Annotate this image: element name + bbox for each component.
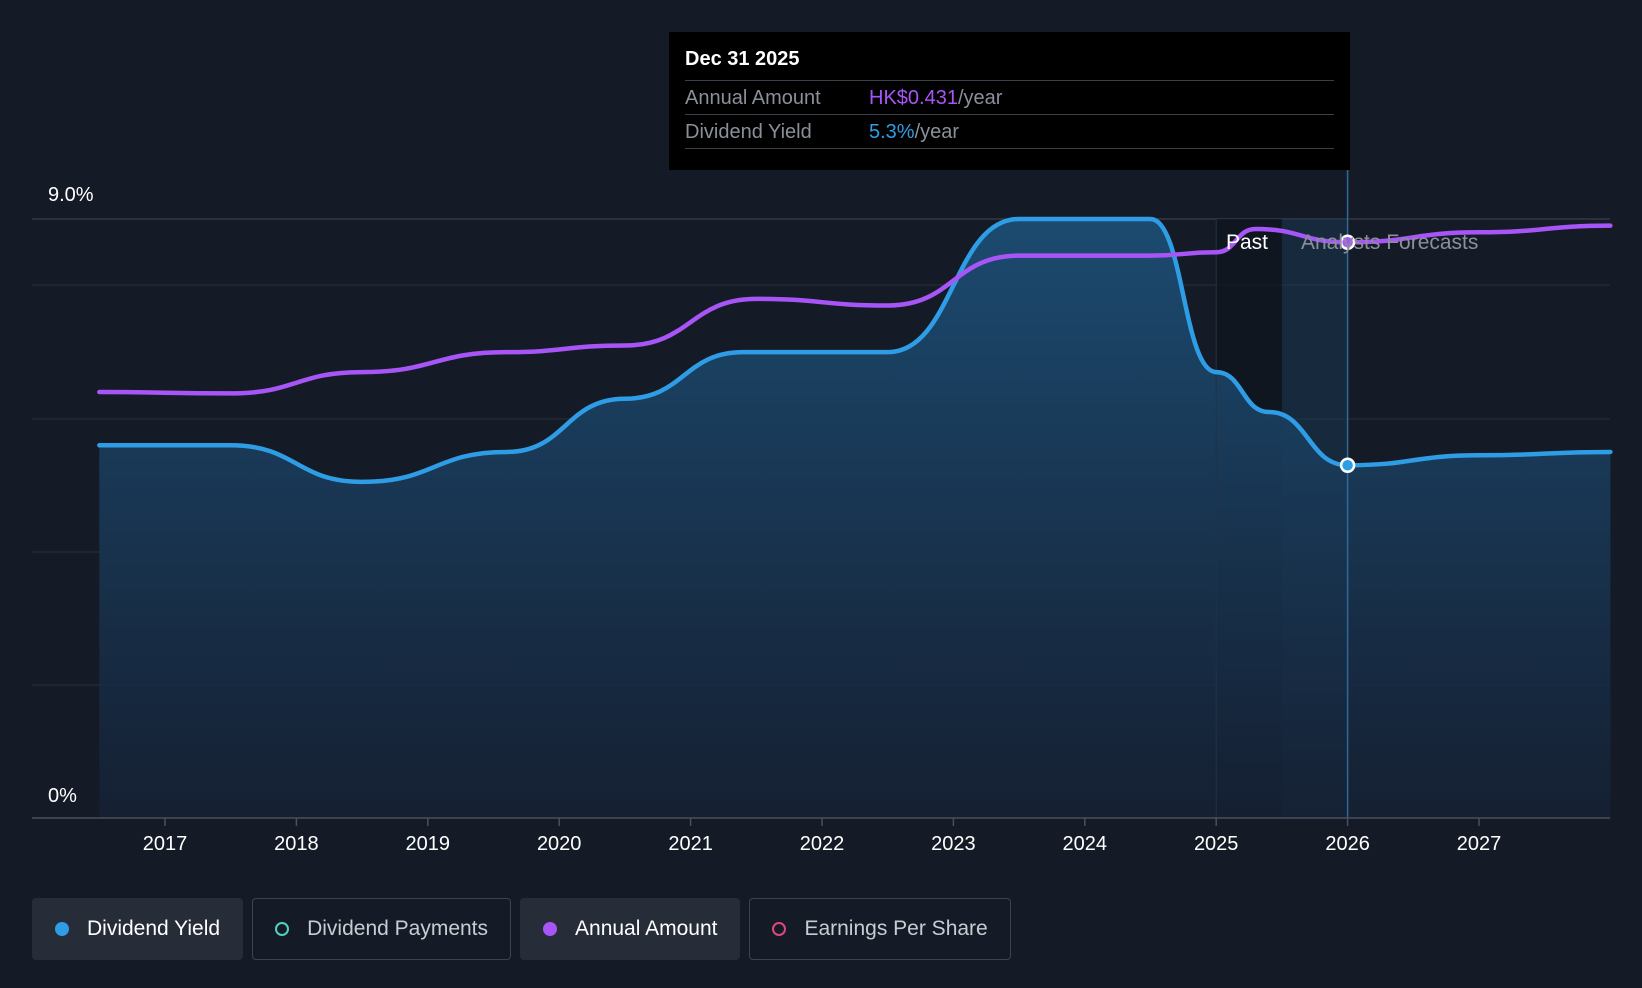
tooltip-row-dividend-yield: Dividend Yield 5.3% /year	[685, 115, 1334, 149]
x-tick-label: 2023	[931, 833, 976, 855]
x-tick-label: 2025	[1194, 833, 1239, 855]
legend-label: Annual Amount	[575, 917, 718, 940]
legend-dot-icon	[543, 922, 558, 936]
legend-label: Dividend Yield	[87, 917, 221, 940]
x-tick-label: 2022	[800, 833, 845, 855]
tooltip-row-annual-amount: Annual Amount HK$0.431 /year	[685, 81, 1334, 115]
tooltip-value: HK$0.431	[869, 87, 958, 109]
series-line-annual-amount	[97, 223, 1613, 396]
legend-ring-icon	[275, 922, 290, 936]
x-axis-ticks: 2017 2018 2019 2020 2021 2022 2023 2024 2025 2026…	[143, 818, 1502, 855]
tooltip-label: Annual Amount	[685, 87, 821, 109]
tooltip-label: Dividend Yield	[685, 121, 812, 143]
series-line-dividend-yield	[97, 216, 1613, 485]
x-tick-label: 2020	[537, 833, 582, 855]
legend-dividend-payments-button[interactable]: Dividend Payments	[252, 898, 512, 960]
hover-point-dividend-yield	[1339, 457, 1356, 474]
x-tick-label: 2027	[1457, 833, 1502, 855]
legend-dividend-yield-button[interactable]: Dividend Yield	[32, 898, 244, 960]
x-tick-label: 2018	[274, 833, 319, 855]
tooltip-unit: /year	[957, 87, 1003, 109]
y-axis-labels: 9.0% 0%	[48, 184, 94, 807]
hover-tooltip: Dec 31 2025 Annual Amount HK$0.431 /year…	[669, 32, 1350, 170]
chart-legend: Dividend Yield Dividend Payments Annual …	[32, 898, 1011, 960]
legend-dot-icon	[55, 922, 69, 936]
legend-annual-amount-button[interactable]: Annual Amount	[520, 898, 741, 960]
series-lines	[97, 216, 1613, 485]
legend-label: Dividend Payments	[307, 917, 489, 940]
legend-label: Earnings Per Share	[804, 917, 988, 940]
x-tick-label: 2026	[1325, 833, 1370, 855]
dividend-yield-area	[99, 219, 1611, 818]
tooltip-date: Dec 31 2025	[685, 46, 1334, 81]
legend-ring-icon	[772, 922, 787, 936]
forecast-region-label: Analysts Forecasts	[1301, 231, 1478, 254]
x-tick-label: 2021	[668, 833, 713, 855]
tooltip-unit: /year	[914, 121, 960, 143]
hover-markers	[1339, 234, 1356, 474]
x-tick-label: 2019	[406, 833, 451, 855]
y-tick-label-min: 0%	[48, 785, 77, 807]
x-tick-label: 2024	[1063, 833, 1108, 855]
legend-earnings-per-share-button[interactable]: Earnings Per Share	[749, 898, 1011, 960]
x-tick-label: 2017	[143, 833, 188, 855]
hover-point-annual-amount	[1339, 234, 1356, 251]
tooltip-value: 5.3%	[869, 121, 915, 143]
past-region-label: Past	[1226, 231, 1268, 254]
y-tick-label-max: 9.0%	[48, 184, 94, 206]
